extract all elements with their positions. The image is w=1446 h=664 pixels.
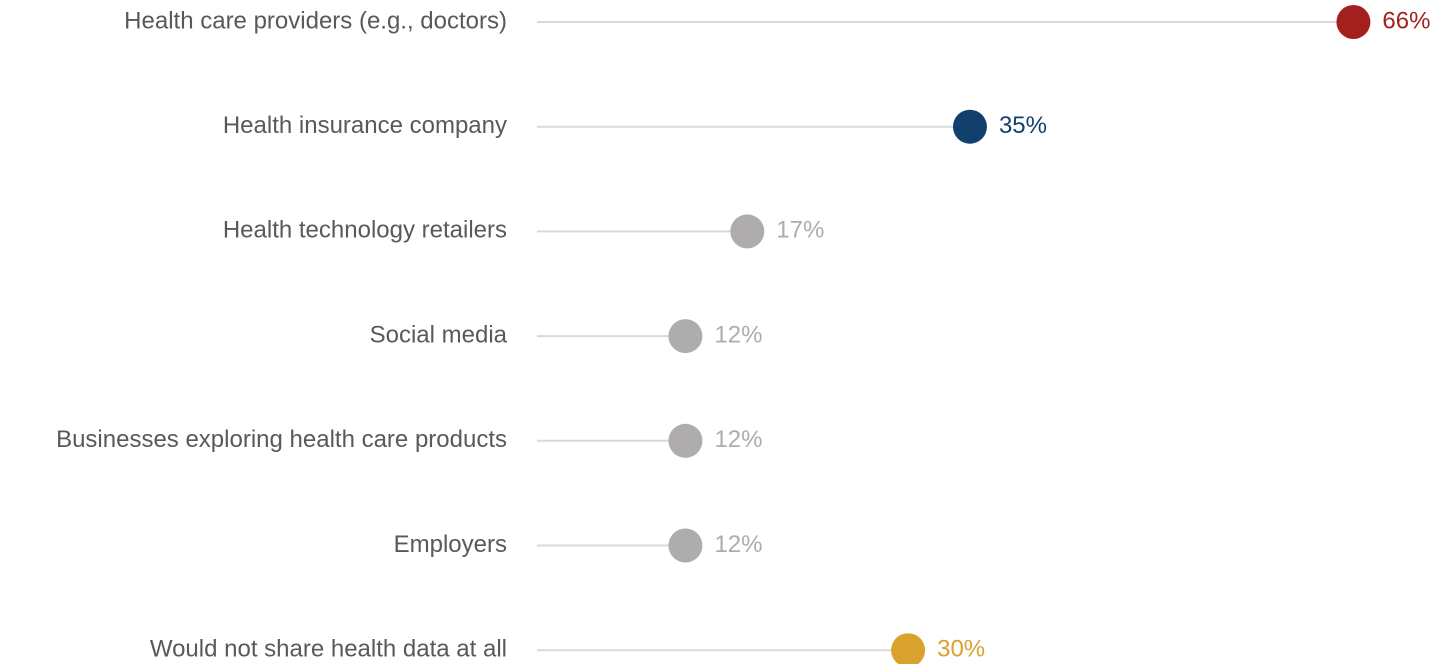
value-label: 30% [937,636,985,663]
category-label: Employers [394,531,507,558]
dot [1336,5,1371,39]
value-label: 12% [714,426,762,453]
dot [952,109,987,144]
dot [668,528,703,563]
value-label: 66% [1382,7,1430,34]
dot [891,633,926,664]
category-label: Health care providers (e.g., doctors) [124,7,507,34]
value-label: 35% [999,112,1047,139]
value-label: 17% [776,217,824,244]
value-label: 12% [714,531,762,558]
dot [668,423,703,458]
category-label: Businesses exploring health care product… [56,426,507,453]
category-label: Health insurance company [223,112,507,139]
category-label: Social media [370,321,508,348]
value-label: 12% [714,321,762,348]
category-label: Would not share health data at all [150,636,507,663]
dot [730,214,765,249]
dot [668,319,703,354]
category-label: Health technology retailers [223,217,507,244]
